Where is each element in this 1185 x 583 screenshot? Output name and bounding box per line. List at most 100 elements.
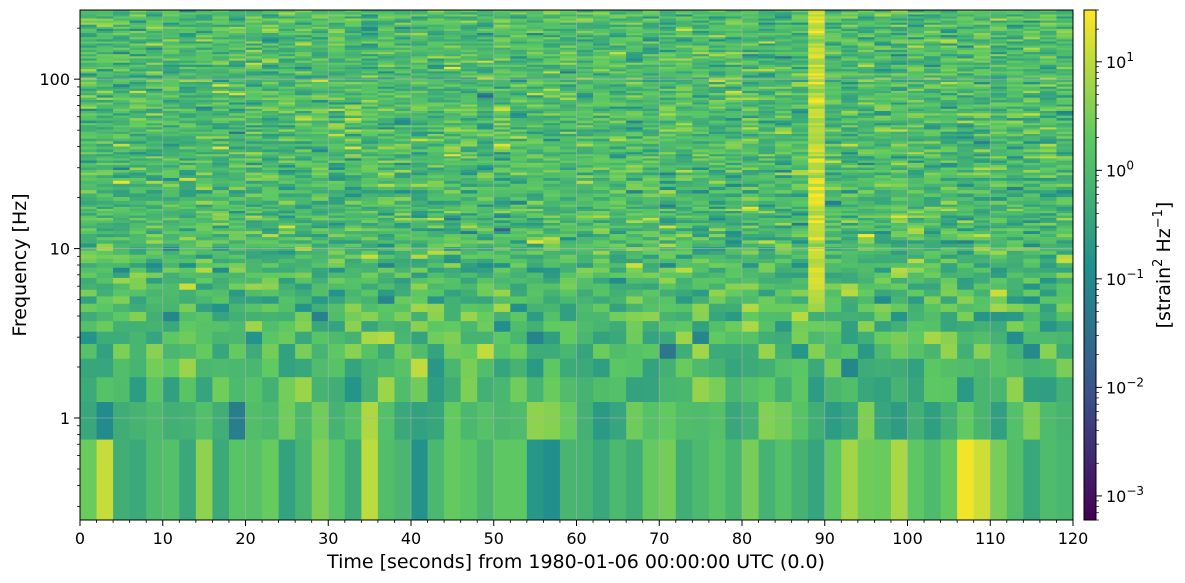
heatmap-cell [262, 206, 279, 209]
heatmap-cell [609, 219, 627, 223]
heatmap-cell [692, 104, 710, 107]
heatmap-cell [394, 11, 412, 15]
heatmap-cell [228, 183, 246, 187]
heatmap-cell [758, 99, 776, 103]
heatmap-cell [146, 311, 164, 322]
heatmap-cell [411, 193, 428, 198]
heatmap-cell [411, 236, 428, 241]
heatmap-cell [758, 186, 776, 191]
heatmap-cell [493, 115, 511, 119]
heatmap-cell [675, 138, 693, 142]
heatmap-cell [195, 225, 213, 229]
heatmap-cell [725, 158, 743, 161]
heatmap-cell [262, 38, 279, 42]
heatmap-cell [96, 183, 114, 187]
heatmap-cell [311, 14, 329, 17]
heatmap-cell [377, 16, 395, 19]
heatmap-cell [162, 172, 180, 176]
heatmap-cell [675, 90, 693, 94]
heatmap-cell [377, 204, 395, 207]
heatmap-cell [543, 180, 561, 184]
heatmap-cell [510, 81, 528, 85]
heatmap-cell [692, 10, 710, 13]
heatmap-cell [526, 115, 544, 119]
heatmap-cell [113, 30, 131, 34]
heatmap-cell [146, 131, 164, 134]
heatmap-cell [642, 135, 660, 139]
heatmap-cell [510, 258, 528, 264]
heatmap-cell [245, 60, 263, 63]
heatmap-cell [311, 129, 329, 132]
heatmap-cell [444, 14, 462, 17]
heatmap-cell [245, 14, 263, 17]
heatmap-cell [576, 254, 594, 259]
heatmap-cell [626, 10, 644, 13]
heatmap-cell [609, 122, 627, 126]
heatmap-cell [725, 172, 743, 176]
heatmap-cell [675, 160, 693, 163]
heatmap-cell [146, 81, 164, 85]
heatmap-cell [444, 254, 462, 259]
heatmap-cell [427, 401, 445, 440]
heatmap-cell [742, 94, 759, 98]
heatmap-cell [295, 151, 313, 155]
heatmap-cell [659, 320, 677, 332]
heatmap-cell [212, 215, 230, 218]
heatmap-cell [626, 227, 644, 232]
heatmap-cell [245, 62, 263, 65]
heatmap-cell [675, 97, 693, 100]
heatmap-cell [278, 258, 296, 264]
heatmap-cell [493, 32, 511, 36]
heatmap-cell [477, 26, 495, 29]
heatmap-cell [675, 120, 693, 124]
heatmap-cell [377, 47, 395, 50]
heatmap-cell [212, 250, 230, 255]
heatmap-cell [162, 236, 180, 241]
heatmap-cell [295, 92, 313, 96]
heatmap-cell [559, 138, 577, 142]
heatmap-cell [96, 68, 114, 72]
heatmap-cell [576, 217, 594, 221]
heatmap-cell [278, 320, 296, 332]
heatmap-cell [576, 283, 594, 290]
heatmap-cell [80, 58, 97, 61]
heatmap-cell [477, 83, 495, 87]
heatmap-cell [179, 267, 197, 273]
heatmap-cell [576, 143, 594, 147]
heatmap-cell [162, 92, 180, 96]
heatmap-cell [129, 217, 147, 221]
heatmap-cell [758, 92, 776, 96]
heatmap-cell [377, 34, 395, 38]
heatmap-cell [245, 138, 263, 142]
heatmap-cell [344, 26, 362, 29]
heatmap-cell [262, 143, 279, 147]
heatmap-cell [162, 24, 180, 27]
heatmap-cell [295, 53, 313, 57]
heatmap-cell [477, 18, 495, 21]
heatmap-cell [659, 215, 677, 218]
heatmap-cell [510, 164, 528, 168]
heatmap-cell [708, 138, 726, 142]
heatmap-cell [311, 53, 329, 57]
heatmap-cell [262, 250, 279, 255]
heatmap-cell [593, 55, 610, 59]
heatmap-cell [195, 283, 213, 290]
heatmap-cell [295, 11, 313, 15]
heatmap-cell [742, 212, 759, 216]
heatmap-cell [493, 140, 511, 144]
heatmap-cell [725, 183, 743, 187]
heatmap-cell [559, 206, 577, 209]
heatmap-cell [708, 376, 726, 402]
heatmap-cell [725, 53, 743, 57]
heatmap-cell [195, 254, 213, 259]
heatmap-cell [179, 86, 197, 89]
heatmap-cell [477, 206, 495, 209]
heatmap-cell [427, 167, 445, 171]
heatmap-cell [278, 30, 296, 34]
heatmap-cell [195, 20, 213, 23]
heatmap-cell [278, 68, 296, 72]
heatmap-cell [195, 177, 213, 181]
heatmap-cell [510, 108, 528, 111]
heatmap-cell [642, 254, 660, 259]
heatmap-cell [377, 193, 395, 198]
